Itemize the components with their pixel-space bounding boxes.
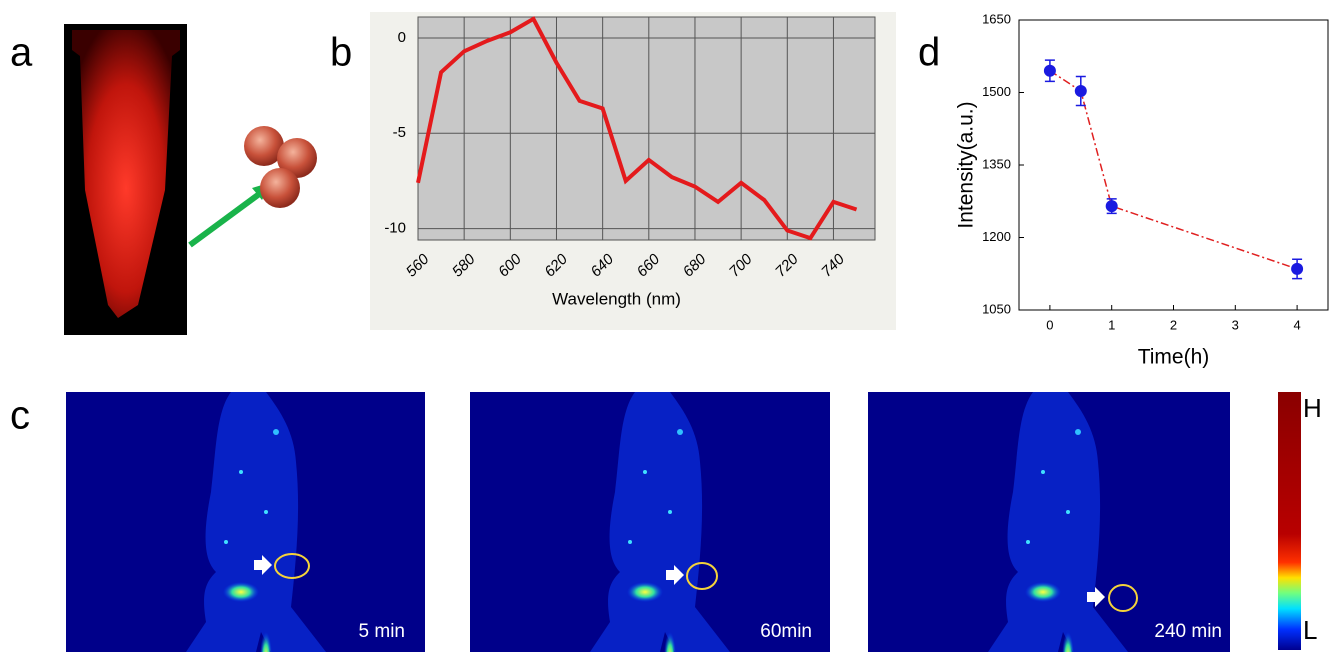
nanoparticle: [260, 168, 300, 208]
x-axis-label: Wavelength (nm): [552, 289, 681, 308]
y-tick-label: 1350: [982, 156, 1011, 171]
data-point: [1105, 200, 1118, 213]
time-label: 5 min: [359, 621, 405, 642]
connecting-line: [1049, 70, 1298, 270]
data-point: [1291, 262, 1304, 275]
tube: [72, 30, 180, 318]
x-tick-label: 4: [1293, 317, 1300, 332]
y-tick-label: 1650: [982, 11, 1011, 26]
colorbar-high: H: [1303, 393, 1322, 423]
image-panel: 240 min: [868, 392, 1230, 652]
plot-area: [1018, 19, 1329, 311]
nanoparticle: [277, 138, 317, 178]
image-panel: 5 min: [66, 392, 425, 652]
x-axis-label: Time(h): [1138, 346, 1210, 369]
panel-label: b: [330, 31, 352, 75]
data-line: [416, 16, 858, 241]
color-bar: [1278, 392, 1301, 650]
x-tick-label: 3: [1232, 317, 1239, 332]
y-tick-label: 1500: [982, 84, 1011, 99]
image-panel: 60min: [470, 392, 830, 652]
colorbar-low: L: [1303, 615, 1317, 645]
panel-label: d: [918, 31, 940, 75]
time-label: 60min: [760, 621, 812, 642]
y-axis-label: Intensity(a.u.): [955, 101, 978, 228]
y-tick-label: -10: [384, 220, 406, 237]
data-point: [1074, 85, 1087, 98]
y-tick-label: 1050: [982, 301, 1011, 316]
data-point: [1043, 64, 1056, 77]
y-tick-label: -5: [393, 124, 406, 141]
y-tick-label: 1200: [982, 229, 1011, 244]
plot-area: [417, 16, 876, 241]
y-tick-label: 0: [398, 29, 406, 46]
panel-label: a: [10, 31, 33, 75]
arrow: [188, 189, 264, 248]
x-tick-label: 2: [1170, 317, 1177, 332]
panel-label: c: [10, 394, 30, 438]
time-label: 240 min: [1154, 621, 1222, 642]
x-tick-label: 1: [1108, 317, 1115, 332]
nanoparticle: [244, 126, 284, 166]
x-tick-label: 0: [1046, 317, 1053, 332]
